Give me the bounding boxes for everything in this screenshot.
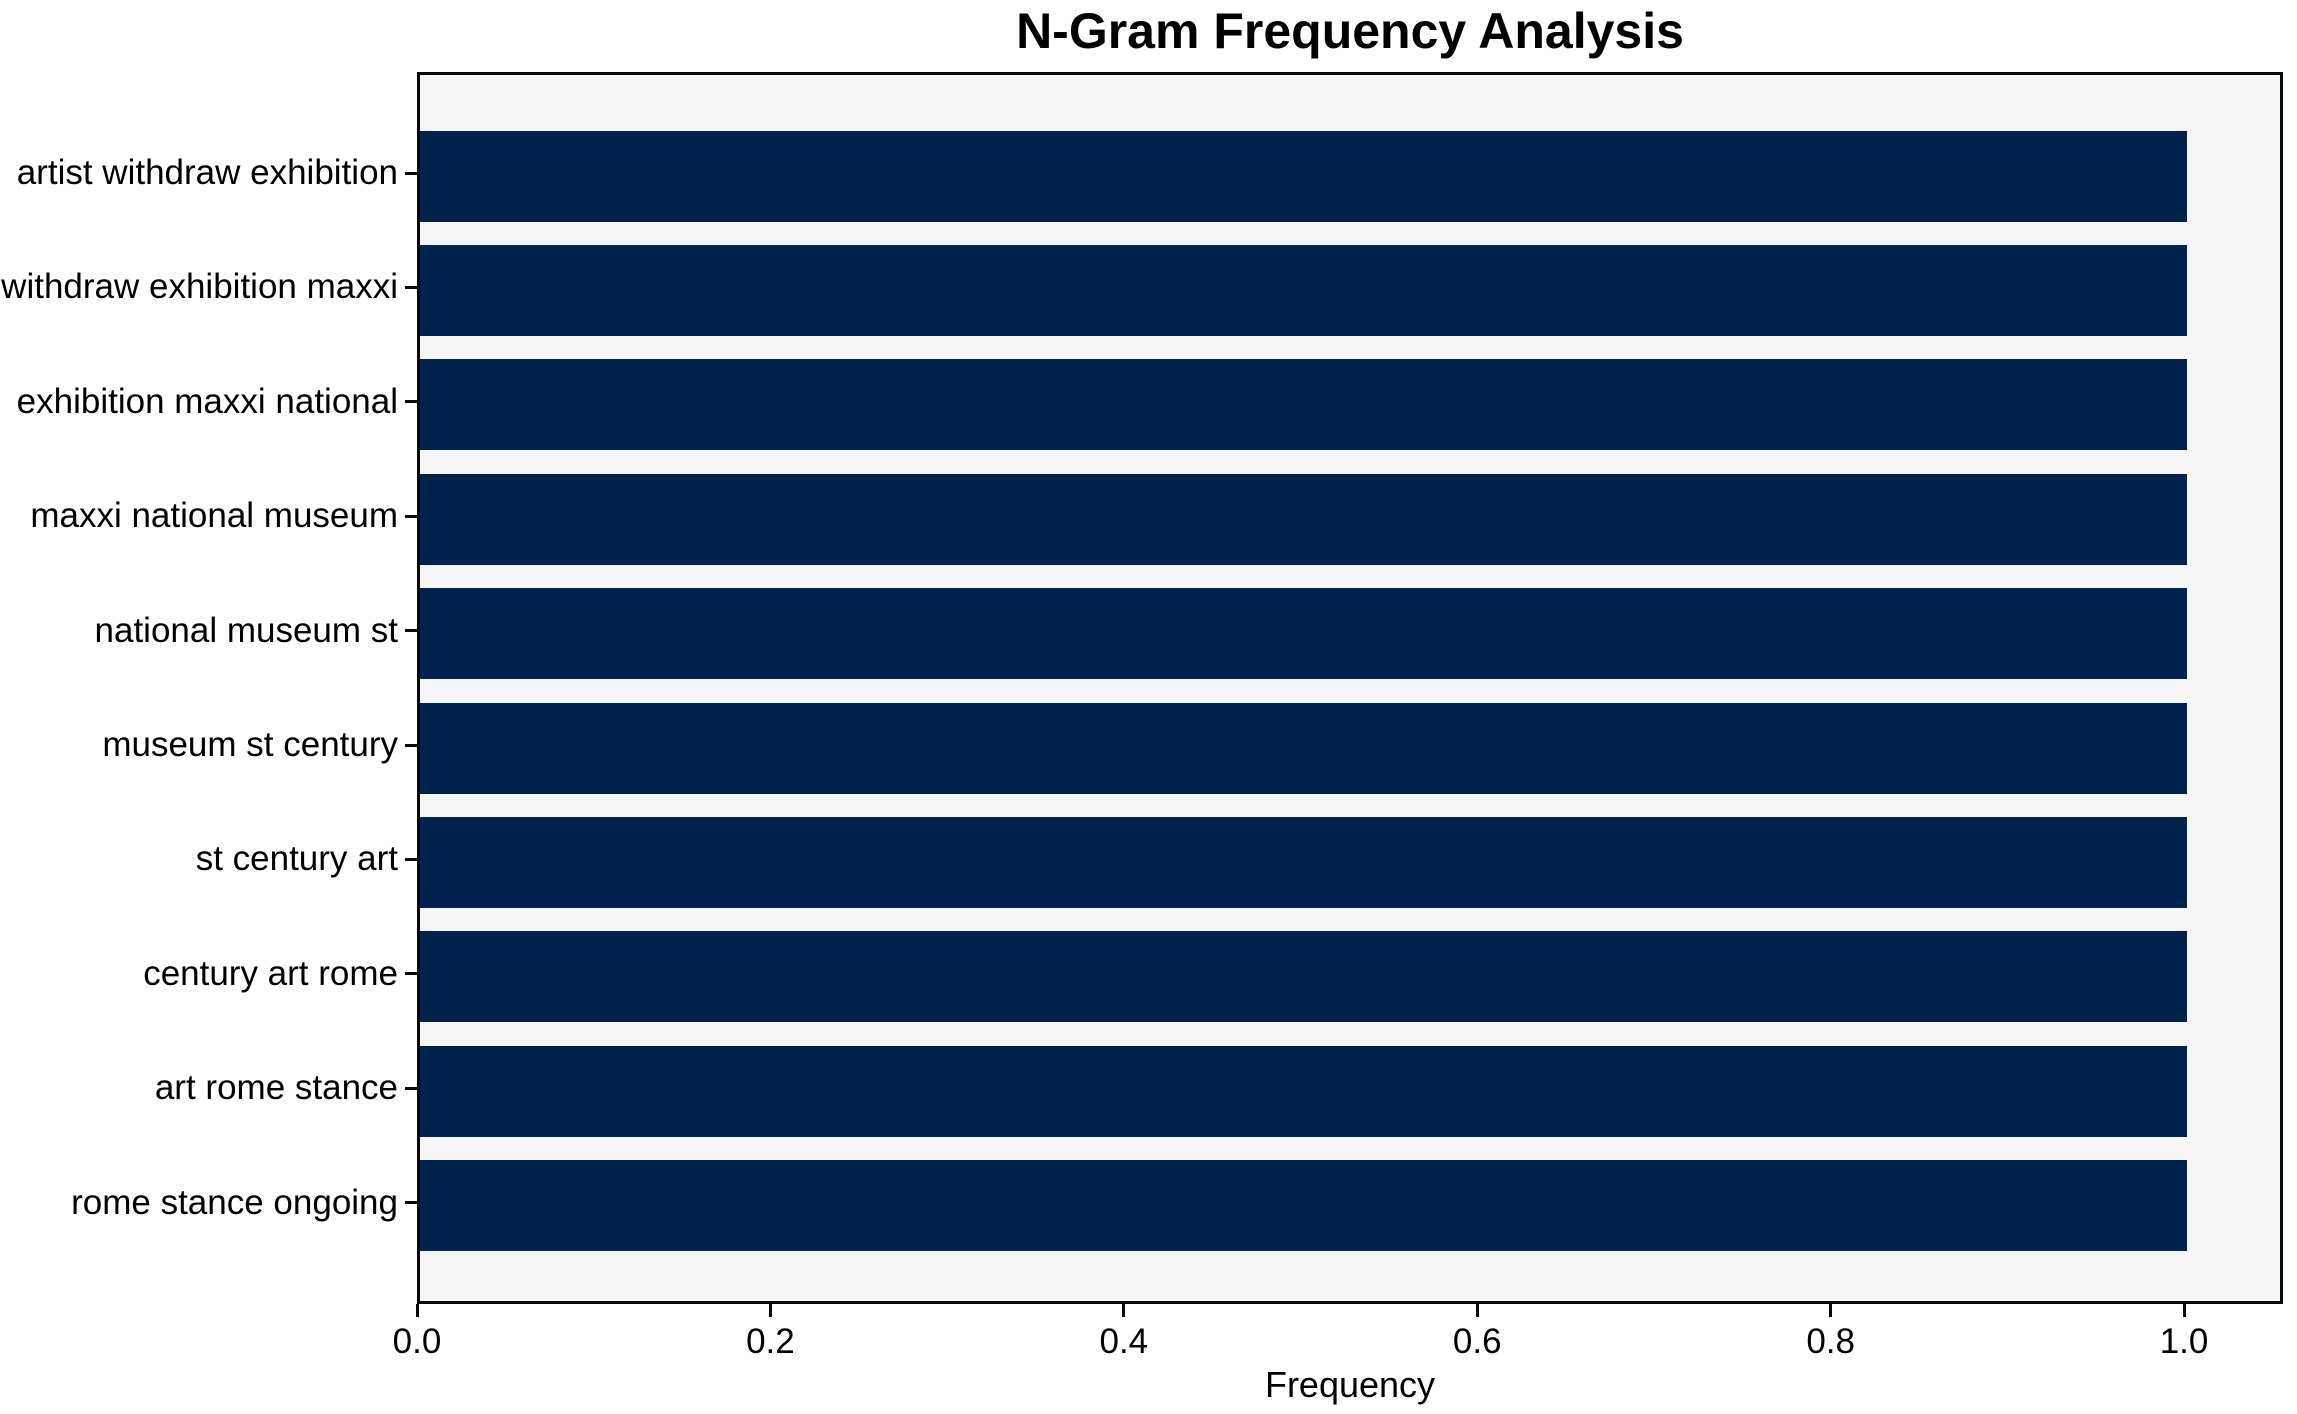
y-axis-tick-label: art rome stance xyxy=(154,1068,398,1108)
y-axis-tick-mark xyxy=(405,400,417,404)
y-axis: artist withdraw exhibition withdraw exhib… xyxy=(0,72,417,1304)
y-axis-tick-label: century art rome xyxy=(143,953,398,993)
plot-area xyxy=(417,72,2283,1304)
y-axis-tick-label: maxxi national museum xyxy=(30,496,398,536)
y-axis-tick-label: withdraw exhibition maxxi xyxy=(1,267,398,307)
x-axis-tick-mark xyxy=(1829,1304,1833,1317)
x-axis-tick-mark xyxy=(1122,1304,1126,1317)
x-axis-tick-mark xyxy=(415,1304,419,1317)
bar xyxy=(420,473,2188,565)
y-axis-tick-mark xyxy=(405,743,417,747)
y-axis-tick-mark xyxy=(405,514,417,518)
x-axis-title: Frequency xyxy=(1264,1364,1436,1405)
x-axis-tick-mark xyxy=(1475,1304,1479,1317)
x-axis-tick-mark xyxy=(768,1304,772,1317)
y-axis-tick-label: national museum st xyxy=(94,610,398,650)
y-axis-tick-mark xyxy=(405,1201,417,1205)
x-axis-tick-label: 0.6 xyxy=(1452,1322,1502,1361)
y-axis-tick-label: rome stance ongoing xyxy=(71,1182,398,1222)
bar xyxy=(420,588,2188,680)
x-axis-tick-label: 0.4 xyxy=(1099,1322,1149,1361)
y-axis-tick-mark xyxy=(405,629,417,633)
y-axis-tick-mark xyxy=(405,972,417,976)
x-axis-tick-label: 0.0 xyxy=(392,1322,442,1361)
bar xyxy=(420,931,2188,1023)
x-axis-tick-label: 1.0 xyxy=(2159,1322,2209,1361)
y-axis-tick-label: exhibition maxxi national xyxy=(16,381,398,421)
y-axis-tick-label: st century art xyxy=(195,839,398,879)
y-axis-tick-mark xyxy=(405,171,417,175)
bar xyxy=(420,702,2188,794)
bar xyxy=(420,816,2188,908)
bar xyxy=(420,1045,2188,1137)
y-axis-tick-label: museum st century xyxy=(102,725,398,764)
x-axis-tick-label: 0.8 xyxy=(1806,1322,1855,1361)
x-axis-tick-label: 0.2 xyxy=(746,1322,795,1361)
y-axis-tick-mark xyxy=(405,857,417,861)
bar xyxy=(420,359,2188,451)
y-axis-tick-mark xyxy=(405,285,417,289)
chart-title: N-Gram Frequency Analysis xyxy=(1016,3,1684,59)
bar xyxy=(420,130,2188,222)
y-axis-tick-label: artist withdraw exhibition xyxy=(16,153,398,192)
x-axis-tick-mark xyxy=(2182,1304,2186,1317)
y-axis-tick-mark xyxy=(405,1086,417,1090)
bar xyxy=(420,244,2188,336)
bar xyxy=(420,1160,2188,1252)
